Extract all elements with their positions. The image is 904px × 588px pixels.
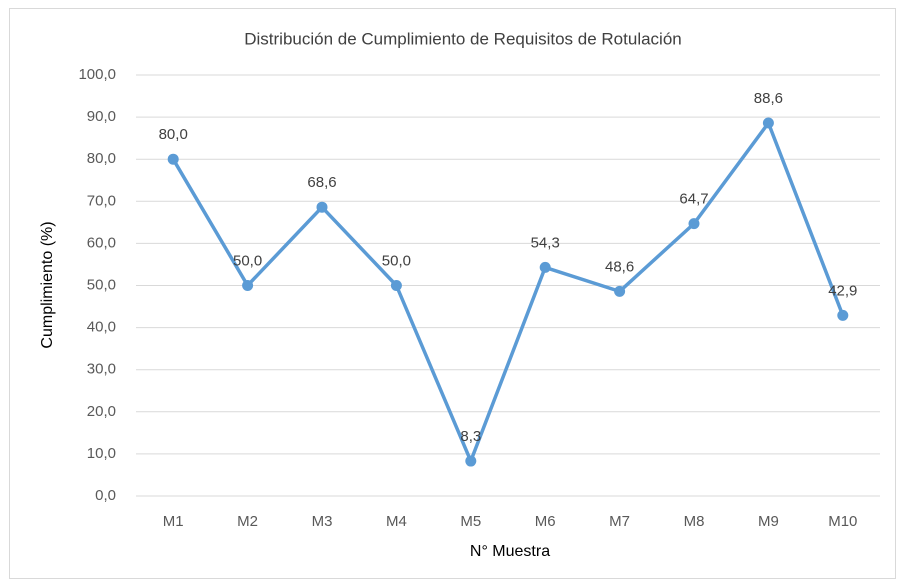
x-tick-label: M9 [758, 513, 779, 530]
x-tick-label: M4 [386, 513, 407, 530]
data-point [762, 117, 774, 129]
y-tick-label: 30,0 [87, 361, 116, 378]
chart-title: Distribución de Cumplimiento de Requisit… [244, 29, 682, 48]
y-tick-label: 10,0 [87, 445, 116, 462]
data-point [242, 280, 254, 291]
data-point [837, 309, 849, 321]
x-tick-label: M5 [460, 513, 481, 530]
data-point [390, 280, 402, 291]
data-label: 8,3 [460, 428, 481, 445]
data-point [614, 285, 626, 297]
y-tick-label: 50,0 [87, 276, 116, 293]
x-tick-label: M2 [237, 513, 258, 530]
y-tick-label: 80,0 [87, 150, 116, 167]
data-label: 88,6 [754, 90, 783, 107]
data-label: 48,6 [605, 258, 634, 275]
data-label: 80,0 [159, 126, 188, 143]
x-tick-label: M8 [684, 513, 705, 530]
data-point [465, 455, 477, 467]
y-tick-label: 70,0 [87, 192, 116, 209]
data-label: 54,3 [531, 234, 560, 251]
data-label: 64,7 [679, 191, 708, 208]
y-tick-label: 0,0 [95, 487, 116, 504]
data-point [316, 201, 328, 213]
y-axis-label: Cumplimiento (%) [39, 221, 56, 348]
y-tick-label: 60,0 [87, 234, 116, 251]
data-point [539, 261, 551, 273]
y-tick-label: 40,0 [87, 319, 116, 336]
data-label: 68,6 [307, 174, 336, 191]
y-tick-label: 100,0 [78, 66, 116, 83]
data-point [167, 153, 179, 165]
x-tick-label: M3 [312, 513, 333, 530]
data-label: 42,9 [828, 282, 857, 299]
x-tick-label: M1 [163, 513, 184, 530]
y-tick-label: 20,0 [87, 403, 116, 420]
x-tick-label: M6 [535, 513, 556, 530]
x-axis-label: N° Muestra [470, 543, 550, 560]
data-label: 50,0 [382, 252, 411, 269]
data-line [171, 121, 845, 463]
data-point [688, 218, 700, 230]
x-tick-label: M10 [828, 513, 857, 530]
data-label: 50,0 [233, 252, 262, 269]
x-tick-label: M7 [609, 513, 630, 530]
y-tick-label: 90,0 [87, 108, 116, 125]
chart-border [9, 8, 896, 579]
